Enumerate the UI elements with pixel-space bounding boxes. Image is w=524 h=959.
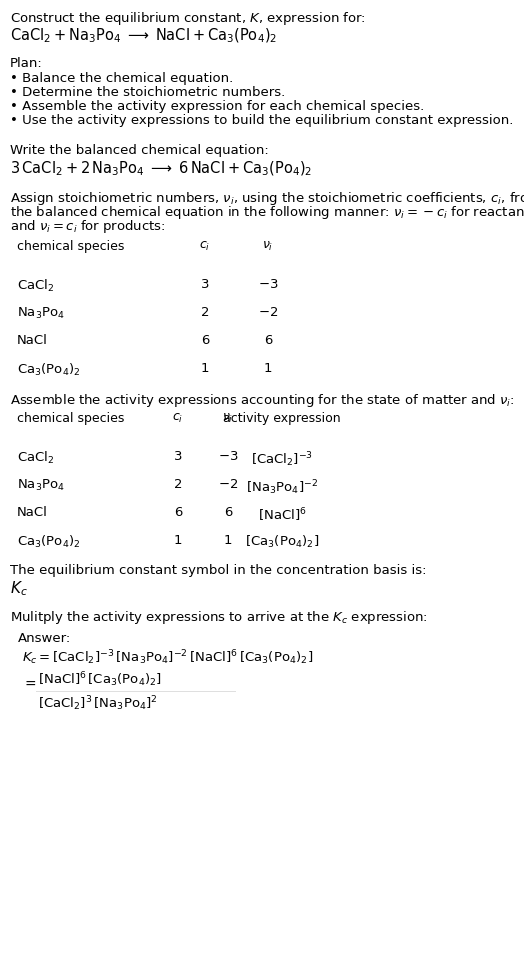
Text: $-2$: $-2$	[218, 478, 238, 491]
Text: $-3$: $-3$	[258, 278, 278, 291]
Text: $[\mathrm{Na_3Po_4}]^{-2}$: $[\mathrm{Na_3Po_4}]^{-2}$	[246, 478, 318, 497]
Text: chemical species: chemical species	[17, 412, 124, 425]
Text: NaCl: NaCl	[17, 506, 48, 519]
Text: Mulitply the activity expressions to arrive at the $K_c$ expression:: Mulitply the activity expressions to arr…	[10, 609, 428, 626]
Text: Write the balanced chemical equation:: Write the balanced chemical equation:	[10, 144, 269, 157]
Text: • Use the activity expressions to build the equilibrium constant expression.: • Use the activity expressions to build …	[10, 114, 514, 127]
Text: 6: 6	[201, 334, 209, 347]
Text: $\mathrm{Na_3Po_4}$: $\mathrm{Na_3Po_4}$	[17, 478, 65, 493]
Text: $=$: $=$	[22, 676, 37, 690]
Text: $[\mathrm{Ca_3(Po_4)_2}]$: $[\mathrm{Ca_3(Po_4)_2}]$	[245, 534, 319, 550]
Text: 2: 2	[201, 306, 209, 319]
Text: 6: 6	[224, 506, 232, 519]
Text: Assemble the activity expressions accounting for the state of matter and $\nu_i$: Assemble the activity expressions accoun…	[10, 392, 515, 409]
Text: $[\mathrm{CaCl_2}]^{-3}$: $[\mathrm{CaCl_2}]^{-3}$	[251, 450, 313, 469]
Text: Plan:: Plan:	[10, 57, 43, 70]
Text: NaCl: NaCl	[17, 334, 48, 347]
Text: the balanced chemical equation in the following manner: $\nu_i = -c_i$ for react: the balanced chemical equation in the fo…	[10, 204, 524, 221]
Text: Answer:: Answer:	[18, 632, 71, 645]
Text: Assign stoichiometric numbers, $\nu_i$, using the stoichiometric coefficients, $: Assign stoichiometric numbers, $\nu_i$, …	[10, 190, 524, 207]
Text: $\mathrm{CaCl_2}$: $\mathrm{CaCl_2}$	[17, 278, 54, 294]
Text: 1: 1	[174, 534, 182, 547]
Text: $\mathrm{3\,CaCl_2 + 2\,Na_3Po_4 \;\longrightarrow\; 6\,NaCl + Ca_3(Po_4)_2}$: $\mathrm{3\,CaCl_2 + 2\,Na_3Po_4 \;\long…	[10, 160, 312, 178]
Text: 3: 3	[201, 278, 209, 291]
Text: $[\mathrm{NaCl}]^{6}\,[\mathrm{Ca_3(Po_4)_2}]$: $[\mathrm{NaCl}]^{6}\,[\mathrm{Ca_3(Po_4…	[38, 670, 162, 689]
Text: $c_i$: $c_i$	[199, 240, 211, 253]
Text: • Balance the chemical equation.: • Balance the chemical equation.	[10, 72, 233, 85]
Text: Construct the equilibrium constant, $K$, expression for:: Construct the equilibrium constant, $K$,…	[10, 10, 366, 27]
Text: chemical species: chemical species	[17, 240, 124, 253]
Text: 1: 1	[264, 362, 272, 375]
Text: and $\nu_i = c_i$ for products:: and $\nu_i = c_i$ for products:	[10, 218, 166, 235]
Text: • Assemble the activity expression for each chemical species.: • Assemble the activity expression for e…	[10, 100, 424, 113]
Text: $c_i$: $c_i$	[172, 412, 183, 425]
Text: $\nu_i$: $\nu_i$	[222, 412, 234, 425]
Text: $\mathrm{CaCl_2}$: $\mathrm{CaCl_2}$	[17, 450, 54, 466]
Text: 6: 6	[264, 334, 272, 347]
Text: 1: 1	[224, 534, 232, 547]
Text: $K_c$: $K_c$	[10, 579, 28, 597]
Text: $K_c = [\mathrm{CaCl_2}]^{-3}\,[\mathrm{Na_3Po_4}]^{-2}\,[\mathrm{NaCl}]^{6}\,[\: $K_c = [\mathrm{CaCl_2}]^{-3}\,[\mathrm{…	[22, 648, 313, 667]
Text: $\mathrm{Ca_3(Po_4)_2}$: $\mathrm{Ca_3(Po_4)_2}$	[17, 362, 81, 378]
Text: $[\mathrm{NaCl}]^{6}$: $[\mathrm{NaCl}]^{6}$	[258, 506, 307, 524]
Text: activity expression: activity expression	[223, 412, 341, 425]
Text: 6: 6	[174, 506, 182, 519]
Text: $\mathrm{Ca_3(Po_4)_2}$: $\mathrm{Ca_3(Po_4)_2}$	[17, 534, 81, 550]
Text: $\mathrm{CaCl_2 + Na_3Po_4 \;\longrightarrow\; NaCl + Ca_3(Po_4)_2}$: $\mathrm{CaCl_2 + Na_3Po_4 \;\longrighta…	[10, 27, 277, 45]
Text: 3: 3	[174, 450, 182, 463]
Text: 1: 1	[201, 362, 209, 375]
Text: $\mathrm{Na_3Po_4}$: $\mathrm{Na_3Po_4}$	[17, 306, 65, 321]
Text: The equilibrium constant symbol in the concentration basis is:: The equilibrium constant symbol in the c…	[10, 564, 427, 577]
Text: • Determine the stoichiometric numbers.: • Determine the stoichiometric numbers.	[10, 86, 285, 99]
Text: $[\mathrm{CaCl_2}]^{3}\,[\mathrm{Na_3Po_4}]^{2}$: $[\mathrm{CaCl_2}]^{3}\,[\mathrm{Na_3Po_…	[38, 694, 158, 713]
Text: 2: 2	[174, 478, 182, 491]
Text: $-2$: $-2$	[258, 306, 278, 319]
Text: $\nu_i$: $\nu_i$	[263, 240, 274, 253]
Text: $-3$: $-3$	[218, 450, 238, 463]
